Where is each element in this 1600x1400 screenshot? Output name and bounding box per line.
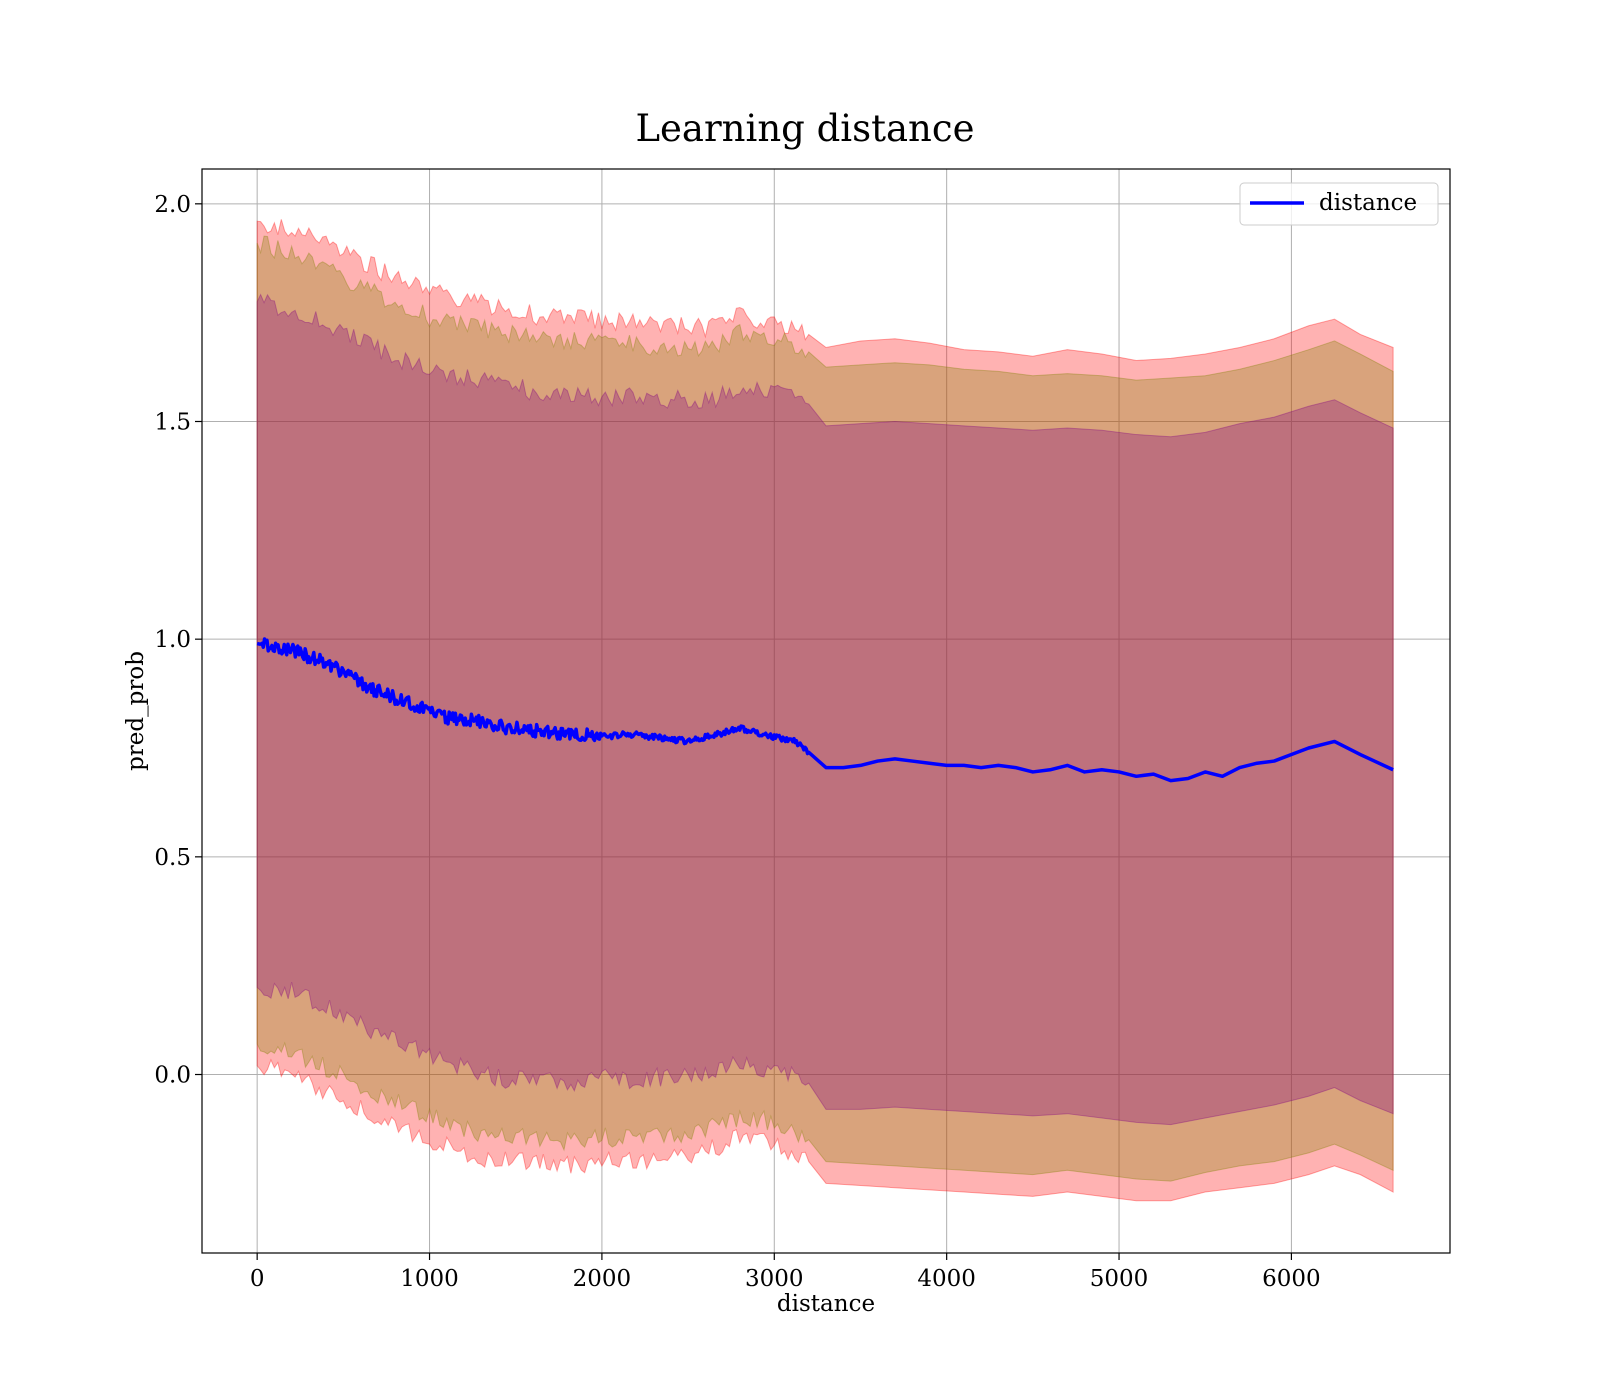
y-tick-label: 0.0 [154,1063,191,1089]
series-line-distance [256,637,1394,783]
y-tick-label: 2.0 [154,192,191,218]
legend-label-distance: distance [1319,190,1417,216]
plot-frame [201,168,1451,1254]
x-tick-label: 5000 [1090,1266,1149,1292]
x-tick-label: 1000 [400,1266,459,1292]
y-tick-label: 0.5 [154,845,191,871]
band-area [256,235,1394,1182]
legend-box [1239,182,1439,226]
x-tick-label: 6000 [1262,1266,1321,1292]
y-tick-label: 1.0 [154,627,191,653]
chart-title: Learning distance [635,107,974,150]
x-tick-label: 2000 [573,1266,632,1292]
x-tick-label: 4000 [917,1266,976,1292]
legend: distance [1239,182,1439,226]
y-axis-label: pred_prob [123,651,149,771]
confidence-bands [256,219,1394,1202]
y-axis: 0.0 0.5 1.0 1.5 2.0 [154,192,202,1089]
y-tick-label: 1.5 [154,409,191,435]
series-lines [256,637,1394,783]
x-tick-label: 3000 [745,1266,804,1292]
x-axis: 0 1000 2000 3000 4000 5000 6000 [250,1253,1321,1292]
x-tick-label: 0 [250,1266,265,1292]
x-axis-label: distance [777,1291,875,1317]
band-area [256,293,1394,1126]
band-area [256,219,1394,1202]
